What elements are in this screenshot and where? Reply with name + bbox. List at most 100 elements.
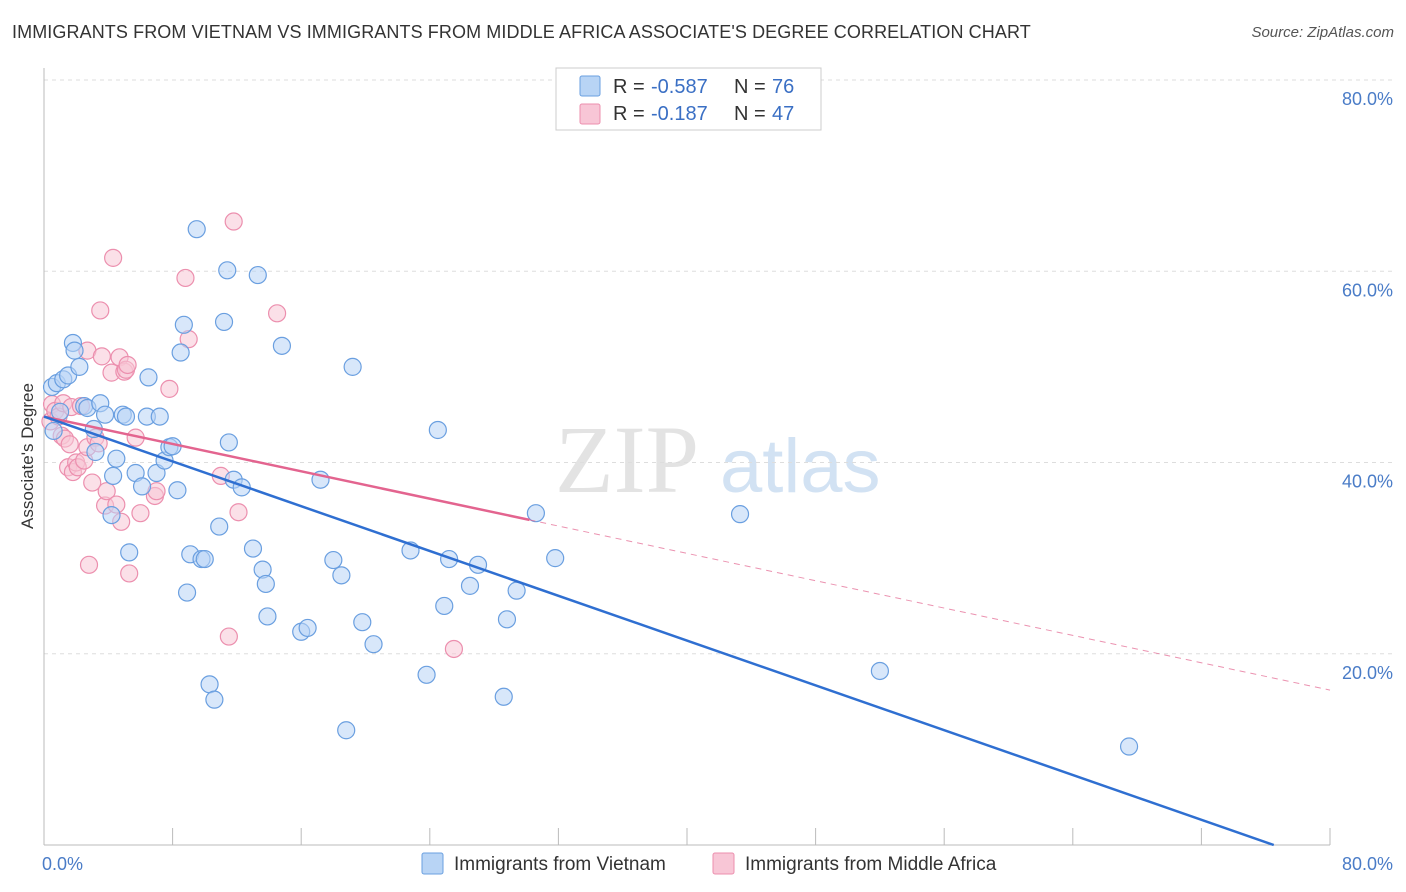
africa-point-26: [104, 248, 123, 267]
legend-r-value-2: -0.187: [651, 103, 708, 125]
africa-trend-line: [43, 415, 530, 522]
series-legend-label-africa: Immigrants from Middle Africa: [745, 854, 997, 875]
legend-n-value-1: 76: [772, 76, 794, 98]
tick-labels: 80.0% 60.0% 40.0% 20.0% 0.0% 80.0%: [42, 89, 1393, 874]
vietnam-point-14: [95, 405, 115, 424]
vietnam-point-16: [104, 466, 123, 485]
vietnam-point-12: [86, 442, 105, 462]
watermark-atlas: atlas: [720, 424, 881, 509]
africa-point-35: [131, 504, 150, 523]
vietnam-point-38: [200, 675, 219, 694]
vietnam-point-3: [44, 421, 63, 441]
africa-point-22: [92, 347, 111, 366]
grid-lines: [44, 79, 1394, 655]
vietnam-point-68: [494, 687, 513, 706]
y-tick-label-3: 20.0%: [1342, 663, 1393, 683]
legend-r-label-1: R =: [613, 76, 645, 98]
africa-point-46: [444, 639, 464, 659]
series-legend: Immigrants from Vietnam Immigrants from …: [421, 852, 997, 875]
vietnam-point-26: [150, 407, 169, 426]
vietnam-point-15: [102, 505, 121, 525]
africa-point-18: [83, 473, 102, 492]
vietnam-point-74: [870, 661, 890, 681]
vietnam-point-57: [337, 721, 356, 740]
vietnam-point-58: [343, 357, 362, 376]
africa-point-24: [97, 482, 116, 501]
africa-point-17: [79, 555, 99, 574]
chart-source: Source: ZipAtlas.com: [1251, 24, 1394, 41]
vietnam-point-63: [428, 420, 447, 440]
vietnam-point-71: [526, 504, 545, 523]
vietnam-point-42: [218, 261, 237, 280]
legend-swatch-africa: [579, 103, 601, 125]
vietnam-point-59: [353, 613, 372, 632]
legend-r-label-2: R =: [613, 103, 645, 125]
vietnam-point-35: [187, 220, 206, 239]
vietnam-point-56: [332, 566, 351, 585]
vietnam-point-33: [177, 583, 197, 602]
watermark-zip: ZIP: [555, 406, 699, 513]
vietnam-point-69: [497, 610, 517, 629]
y-tick-label-2: 40.0%: [1342, 472, 1393, 492]
vietnam-point-7: [65, 341, 84, 360]
vietnam-point-51: [272, 336, 292, 355]
vietnam-point-66: [460, 576, 480, 595]
correlation-legend: R = -0.587 N = 76 R = -0.187 N = 47: [555, 67, 822, 131]
vietnam-point-30: [168, 481, 187, 500]
vietnam-point-47: [248, 265, 267, 285]
africa-point-33: [120, 564, 139, 583]
vietnam-point-41: [214, 312, 234, 332]
africa-point-38: [160, 379, 179, 398]
vietnam-point-17: [107, 449, 126, 468]
x-tick-label-1: 80.0%: [1342, 854, 1393, 874]
watermark: ZIP atlas: [555, 406, 881, 513]
vietnam-point-62: [417, 665, 436, 684]
vietnam-point-70: [507, 581, 526, 600]
vietnam-point-43: [219, 433, 238, 452]
vietnam-point-37: [195, 549, 214, 569]
africa-point-43: [224, 212, 243, 231]
vietnam-point-72: [546, 549, 565, 568]
africa-point-45: [267, 304, 287, 323]
vietnam-point-22: [132, 477, 152, 496]
chart-title: IMMIGRANTS FROM VIETNAM VS IMMIGRANTS FR…: [12, 22, 1031, 42]
series-legend-swatch-africa: [712, 852, 735, 875]
y-axis-label: Associate's Degree: [18, 383, 37, 529]
vietnam-point-64: [435, 596, 454, 616]
vietnam-point-19: [116, 407, 136, 426]
legend-n-label-1: N =: [734, 76, 766, 98]
africa-trend-extension: [529, 519, 1331, 691]
vietnam-point-20: [120, 543, 139, 562]
africa-point-32: [118, 355, 137, 375]
series-legend-label-vietnam: Immigrants from Vietnam: [454, 854, 666, 875]
axes: [43, 68, 1331, 846]
vietnam-point-49: [256, 574, 275, 594]
vietnam-point-65: [439, 549, 459, 569]
vietnam-point-24: [139, 368, 158, 387]
vietnam-point-75: [1119, 737, 1139, 756]
y-tick-label-1: 60.0%: [1342, 280, 1393, 300]
vietnam-point-31: [171, 343, 190, 362]
legend-n-label-2: N =: [734, 103, 766, 125]
y-tick-label-0: 80.0%: [1342, 89, 1393, 109]
vietnam-point-55: [324, 550, 343, 570]
vietnam-point-32: [174, 315, 193, 334]
vietnam-point-39: [205, 690, 224, 709]
vietnam-point-50: [258, 607, 277, 626]
series-legend-swatch-vietnam: [421, 852, 444, 875]
vietnam-point-53: [298, 618, 317, 638]
trend-lines: [43, 415, 1331, 847]
vietnam-point-8: [70, 357, 89, 376]
legend-n-value-2: 47: [772, 103, 794, 125]
vietnam-trend-line: [43, 415, 1275, 847]
x-tick-label-0: 0.0%: [42, 854, 83, 874]
vietnam-point-73: [730, 505, 750, 524]
legend-swatch-vietnam: [579, 75, 601, 97]
vietnam-point-40: [210, 517, 229, 536]
africa-point-44: [229, 503, 248, 522]
vietnam-point-46: [243, 539, 263, 558]
legend-r-value-1: -0.587: [651, 76, 708, 98]
africa-point-42: [219, 627, 238, 646]
africa-point-8: [60, 435, 79, 454]
